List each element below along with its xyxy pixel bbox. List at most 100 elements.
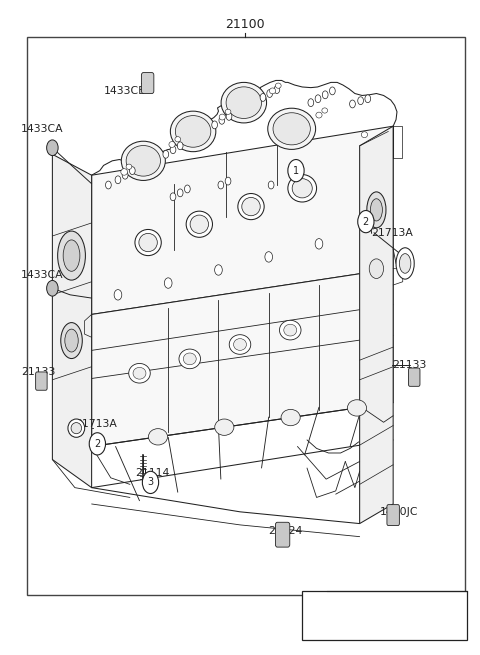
- Circle shape: [47, 140, 58, 156]
- Text: 1433CB: 1433CB: [104, 86, 146, 96]
- FancyBboxPatch shape: [408, 368, 420, 386]
- Circle shape: [268, 181, 274, 189]
- Circle shape: [404, 615, 417, 633]
- Ellipse shape: [126, 145, 160, 176]
- Circle shape: [89, 433, 106, 455]
- Bar: [302, 591, 468, 640]
- Circle shape: [358, 210, 374, 233]
- Ellipse shape: [234, 339, 246, 350]
- Ellipse shape: [68, 419, 84, 438]
- Text: 1430JC: 1430JC: [380, 507, 418, 517]
- Ellipse shape: [284, 324, 297, 336]
- Ellipse shape: [322, 108, 327, 113]
- FancyBboxPatch shape: [142, 73, 154, 94]
- Ellipse shape: [276, 83, 281, 88]
- Ellipse shape: [148, 428, 168, 445]
- Text: 21133: 21133: [21, 367, 55, 377]
- Ellipse shape: [242, 197, 260, 215]
- Ellipse shape: [61, 323, 82, 358]
- Polygon shape: [92, 126, 393, 314]
- Text: 3: 3: [147, 477, 154, 487]
- Ellipse shape: [186, 211, 213, 237]
- Circle shape: [170, 193, 176, 200]
- Text: 2: 2: [363, 217, 369, 227]
- Ellipse shape: [65, 329, 78, 352]
- Circle shape: [215, 265, 222, 275]
- Ellipse shape: [292, 179, 312, 198]
- Text: 21713A: 21713A: [372, 229, 413, 238]
- Circle shape: [170, 146, 176, 154]
- Text: NOTE: NOTE: [311, 593, 338, 604]
- Ellipse shape: [169, 141, 175, 147]
- Circle shape: [422, 615, 436, 633]
- Ellipse shape: [226, 87, 262, 119]
- Circle shape: [315, 95, 321, 103]
- Ellipse shape: [175, 116, 211, 147]
- Ellipse shape: [279, 320, 301, 340]
- Ellipse shape: [367, 192, 386, 228]
- Circle shape: [226, 113, 232, 121]
- Ellipse shape: [238, 193, 264, 219]
- Circle shape: [315, 238, 323, 249]
- Text: 21114: 21114: [136, 468, 170, 477]
- Ellipse shape: [129, 364, 150, 383]
- Circle shape: [288, 160, 304, 181]
- Ellipse shape: [225, 109, 231, 115]
- Circle shape: [265, 252, 273, 262]
- FancyBboxPatch shape: [276, 522, 290, 547]
- Circle shape: [358, 97, 363, 105]
- Circle shape: [106, 181, 111, 189]
- Polygon shape: [92, 269, 393, 447]
- Circle shape: [114, 290, 122, 300]
- Circle shape: [130, 167, 135, 174]
- Circle shape: [184, 185, 190, 193]
- Circle shape: [267, 90, 273, 98]
- Circle shape: [369, 259, 384, 278]
- Ellipse shape: [139, 233, 157, 252]
- Polygon shape: [90, 81, 397, 235]
- Ellipse shape: [269, 88, 276, 94]
- Ellipse shape: [215, 419, 234, 436]
- Circle shape: [177, 142, 183, 150]
- Ellipse shape: [288, 174, 317, 202]
- Circle shape: [47, 280, 58, 296]
- Circle shape: [260, 94, 266, 102]
- Circle shape: [219, 117, 225, 124]
- FancyBboxPatch shape: [387, 504, 399, 525]
- Text: 21100: 21100: [225, 18, 264, 31]
- Polygon shape: [360, 126, 393, 523]
- Ellipse shape: [135, 229, 161, 255]
- Ellipse shape: [175, 137, 180, 142]
- Text: 21713A: 21713A: [75, 419, 117, 429]
- Ellipse shape: [396, 248, 414, 279]
- Ellipse shape: [58, 231, 85, 280]
- FancyBboxPatch shape: [36, 372, 47, 390]
- Text: ~: ~: [419, 619, 428, 629]
- Ellipse shape: [219, 114, 226, 120]
- Circle shape: [365, 95, 371, 103]
- Ellipse shape: [273, 113, 311, 145]
- Ellipse shape: [281, 409, 300, 426]
- Circle shape: [225, 177, 231, 185]
- Circle shape: [218, 181, 224, 189]
- Ellipse shape: [63, 240, 80, 271]
- Ellipse shape: [316, 112, 322, 118]
- Ellipse shape: [361, 132, 368, 138]
- Ellipse shape: [348, 400, 367, 416]
- Ellipse shape: [399, 253, 411, 273]
- Ellipse shape: [71, 422, 82, 434]
- Circle shape: [308, 99, 314, 107]
- Ellipse shape: [179, 349, 201, 369]
- Ellipse shape: [133, 367, 146, 379]
- Text: 2: 2: [94, 439, 100, 449]
- Circle shape: [143, 472, 158, 493]
- Text: THE NO.21110B :: THE NO.21110B :: [308, 619, 411, 629]
- Circle shape: [212, 121, 217, 129]
- Text: 3: 3: [426, 620, 432, 629]
- Ellipse shape: [229, 335, 251, 354]
- Text: 1433CA: 1433CA: [21, 270, 63, 280]
- Ellipse shape: [190, 215, 208, 233]
- Ellipse shape: [126, 164, 132, 170]
- Polygon shape: [52, 155, 92, 487]
- Circle shape: [349, 100, 355, 108]
